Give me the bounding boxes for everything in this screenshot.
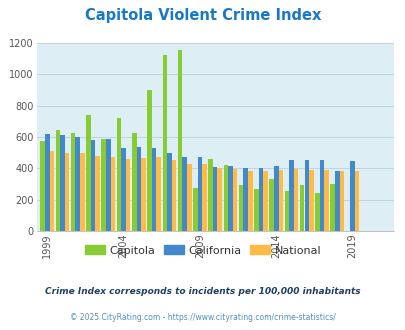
Bar	[324, 170, 328, 231]
Text: © 2025 CityRating.com - https://www.cityrating.com/crime-statistics/: © 2025 CityRating.com - https://www.city…	[70, 313, 335, 322]
Bar	[354, 172, 358, 231]
Bar	[186, 164, 191, 231]
Bar	[258, 168, 262, 231]
Bar	[132, 133, 136, 231]
Bar	[126, 159, 130, 231]
Bar	[273, 166, 278, 231]
Bar	[232, 169, 237, 231]
Bar	[60, 135, 65, 231]
Bar	[151, 148, 156, 231]
Bar	[141, 158, 145, 231]
Bar	[247, 171, 252, 231]
Bar	[110, 157, 115, 231]
Bar	[243, 168, 247, 231]
Bar	[334, 172, 339, 231]
Bar	[167, 152, 171, 231]
Bar	[262, 171, 267, 231]
Bar	[116, 118, 121, 231]
Bar	[197, 157, 202, 231]
Bar	[212, 167, 217, 231]
Legend: Capitola, California, National: Capitola, California, National	[80, 241, 325, 260]
Bar	[284, 191, 288, 231]
Bar	[156, 157, 160, 231]
Bar	[228, 166, 232, 231]
Bar	[171, 160, 176, 231]
Text: Capitola Violent Crime Index: Capitola Violent Crime Index	[85, 8, 320, 23]
Bar	[101, 139, 106, 231]
Text: Crime Index corresponds to incidents per 100,000 inhabitants: Crime Index corresponds to incidents per…	[45, 287, 360, 296]
Bar	[91, 140, 95, 231]
Bar	[254, 189, 258, 231]
Bar	[278, 170, 282, 231]
Bar	[288, 160, 293, 231]
Bar	[182, 157, 186, 231]
Bar	[314, 193, 319, 231]
Bar	[330, 184, 334, 231]
Bar	[71, 133, 75, 231]
Bar	[293, 169, 298, 231]
Bar	[75, 137, 80, 231]
Bar	[136, 147, 141, 231]
Bar	[49, 151, 54, 231]
Bar	[223, 165, 228, 231]
Bar	[339, 171, 343, 231]
Bar	[217, 168, 222, 231]
Bar	[86, 115, 91, 231]
Bar	[319, 160, 324, 231]
Bar	[162, 55, 167, 231]
Bar	[202, 164, 206, 231]
Bar	[65, 152, 69, 231]
Bar	[238, 185, 243, 231]
Bar	[304, 160, 308, 231]
Bar	[147, 90, 151, 231]
Bar	[192, 188, 197, 231]
Bar	[299, 185, 304, 231]
Bar	[95, 156, 100, 231]
Bar	[269, 179, 273, 231]
Bar	[177, 50, 182, 231]
Bar	[308, 170, 313, 231]
Bar	[45, 134, 49, 231]
Bar	[80, 153, 84, 231]
Bar	[55, 130, 60, 231]
Bar	[121, 148, 126, 231]
Bar	[350, 161, 354, 231]
Bar	[208, 159, 212, 231]
Bar	[106, 139, 110, 231]
Bar	[40, 141, 45, 231]
